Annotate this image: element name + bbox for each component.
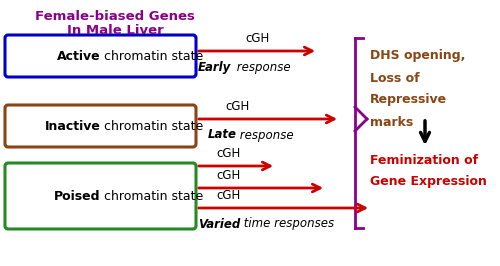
Text: Feminization of: Feminization of — [370, 155, 478, 168]
FancyBboxPatch shape — [5, 35, 196, 77]
Text: cGH: cGH — [216, 189, 240, 202]
Text: chromatin state: chromatin state — [100, 189, 204, 202]
Text: Varied: Varied — [198, 218, 240, 231]
Text: response: response — [236, 128, 294, 142]
FancyBboxPatch shape — [5, 105, 196, 147]
Text: cGH: cGH — [245, 32, 269, 45]
Text: response: response — [233, 60, 290, 73]
Text: Poised: Poised — [54, 189, 100, 202]
Text: time responses: time responses — [240, 218, 334, 231]
Text: Loss of: Loss of — [370, 72, 420, 85]
Text: Early: Early — [198, 60, 231, 73]
Text: cGH: cGH — [226, 100, 250, 113]
Text: In Male Liver: In Male Liver — [66, 24, 164, 37]
Text: chromatin state: chromatin state — [100, 49, 204, 63]
Text: cGH: cGH — [216, 169, 240, 182]
Text: DHS opening,: DHS opening, — [370, 49, 466, 63]
Text: cGH: cGH — [216, 147, 240, 160]
Text: Active: Active — [57, 49, 100, 63]
Text: Female-biased Genes: Female-biased Genes — [35, 10, 195, 23]
Text: Gene Expression: Gene Expression — [370, 174, 487, 188]
Text: chromatin state: chromatin state — [100, 119, 204, 132]
FancyBboxPatch shape — [5, 163, 196, 229]
Text: marks: marks — [370, 115, 413, 128]
Text: Late: Late — [208, 128, 237, 142]
Text: Repressive: Repressive — [370, 94, 447, 106]
Text: Inactive: Inactive — [44, 119, 100, 132]
